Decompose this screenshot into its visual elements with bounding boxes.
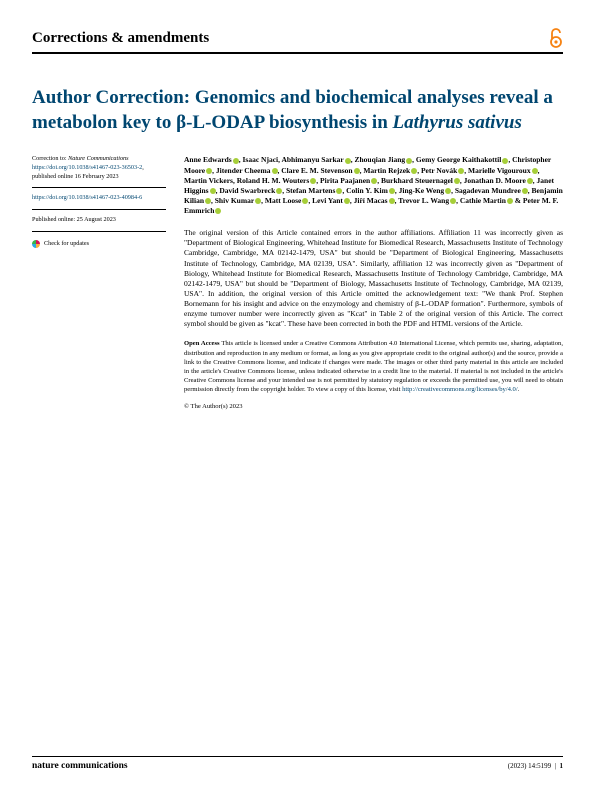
doi-link-correction[interactable]: https://doi.org/10.1038/s41467-023-40984…	[32, 194, 142, 201]
open-access-statement: Open Access This article is licensed und…	[184, 339, 563, 394]
published-original: published online 16 February 2023	[32, 173, 119, 180]
page-footer: nature communications (2023) 14:5199 | 1	[32, 756, 563, 771]
article-title: Author Correction: Genomics and biochemi…	[32, 86, 563, 135]
metadata-sidebar: Correction to: Nature Communications htt…	[32, 155, 166, 411]
check-updates-label: Check for updates	[44, 240, 89, 249]
section-heading: Corrections & amendments	[32, 30, 209, 47]
published-online: Published online: 25 August 2023	[32, 216, 166, 225]
license-link[interactable]: http://creativecommons.org/licenses/by/4…	[402, 386, 518, 393]
header: Corrections & amendments	[32, 28, 563, 54]
journal-name: nature communications	[32, 761, 128, 771]
doi-link-original[interactable]: https://doi.org/10.1038/s41467-023-36503…	[32, 164, 142, 171]
main-content: Anne Edwards, Isaac Njaci, Abhimanyu Sar…	[184, 155, 563, 411]
open-access-label: Open Access	[184, 340, 220, 347]
correction-body: The original version of this Article con…	[184, 228, 563, 329]
correction-to-label: Correction to: Nature Communications	[32, 155, 129, 162]
copyright: © The Author(s) 2023	[184, 403, 563, 412]
check-updates-button[interactable]: Check for updates	[32, 240, 166, 249]
author-list: Anne Edwards, Isaac Njaci, Abhimanyu Sar…	[184, 155, 563, 216]
crossmark-icon	[32, 240, 40, 248]
citation-info: (2023) 14:5199 | 1	[508, 762, 563, 770]
open-access-icon	[549, 28, 563, 48]
